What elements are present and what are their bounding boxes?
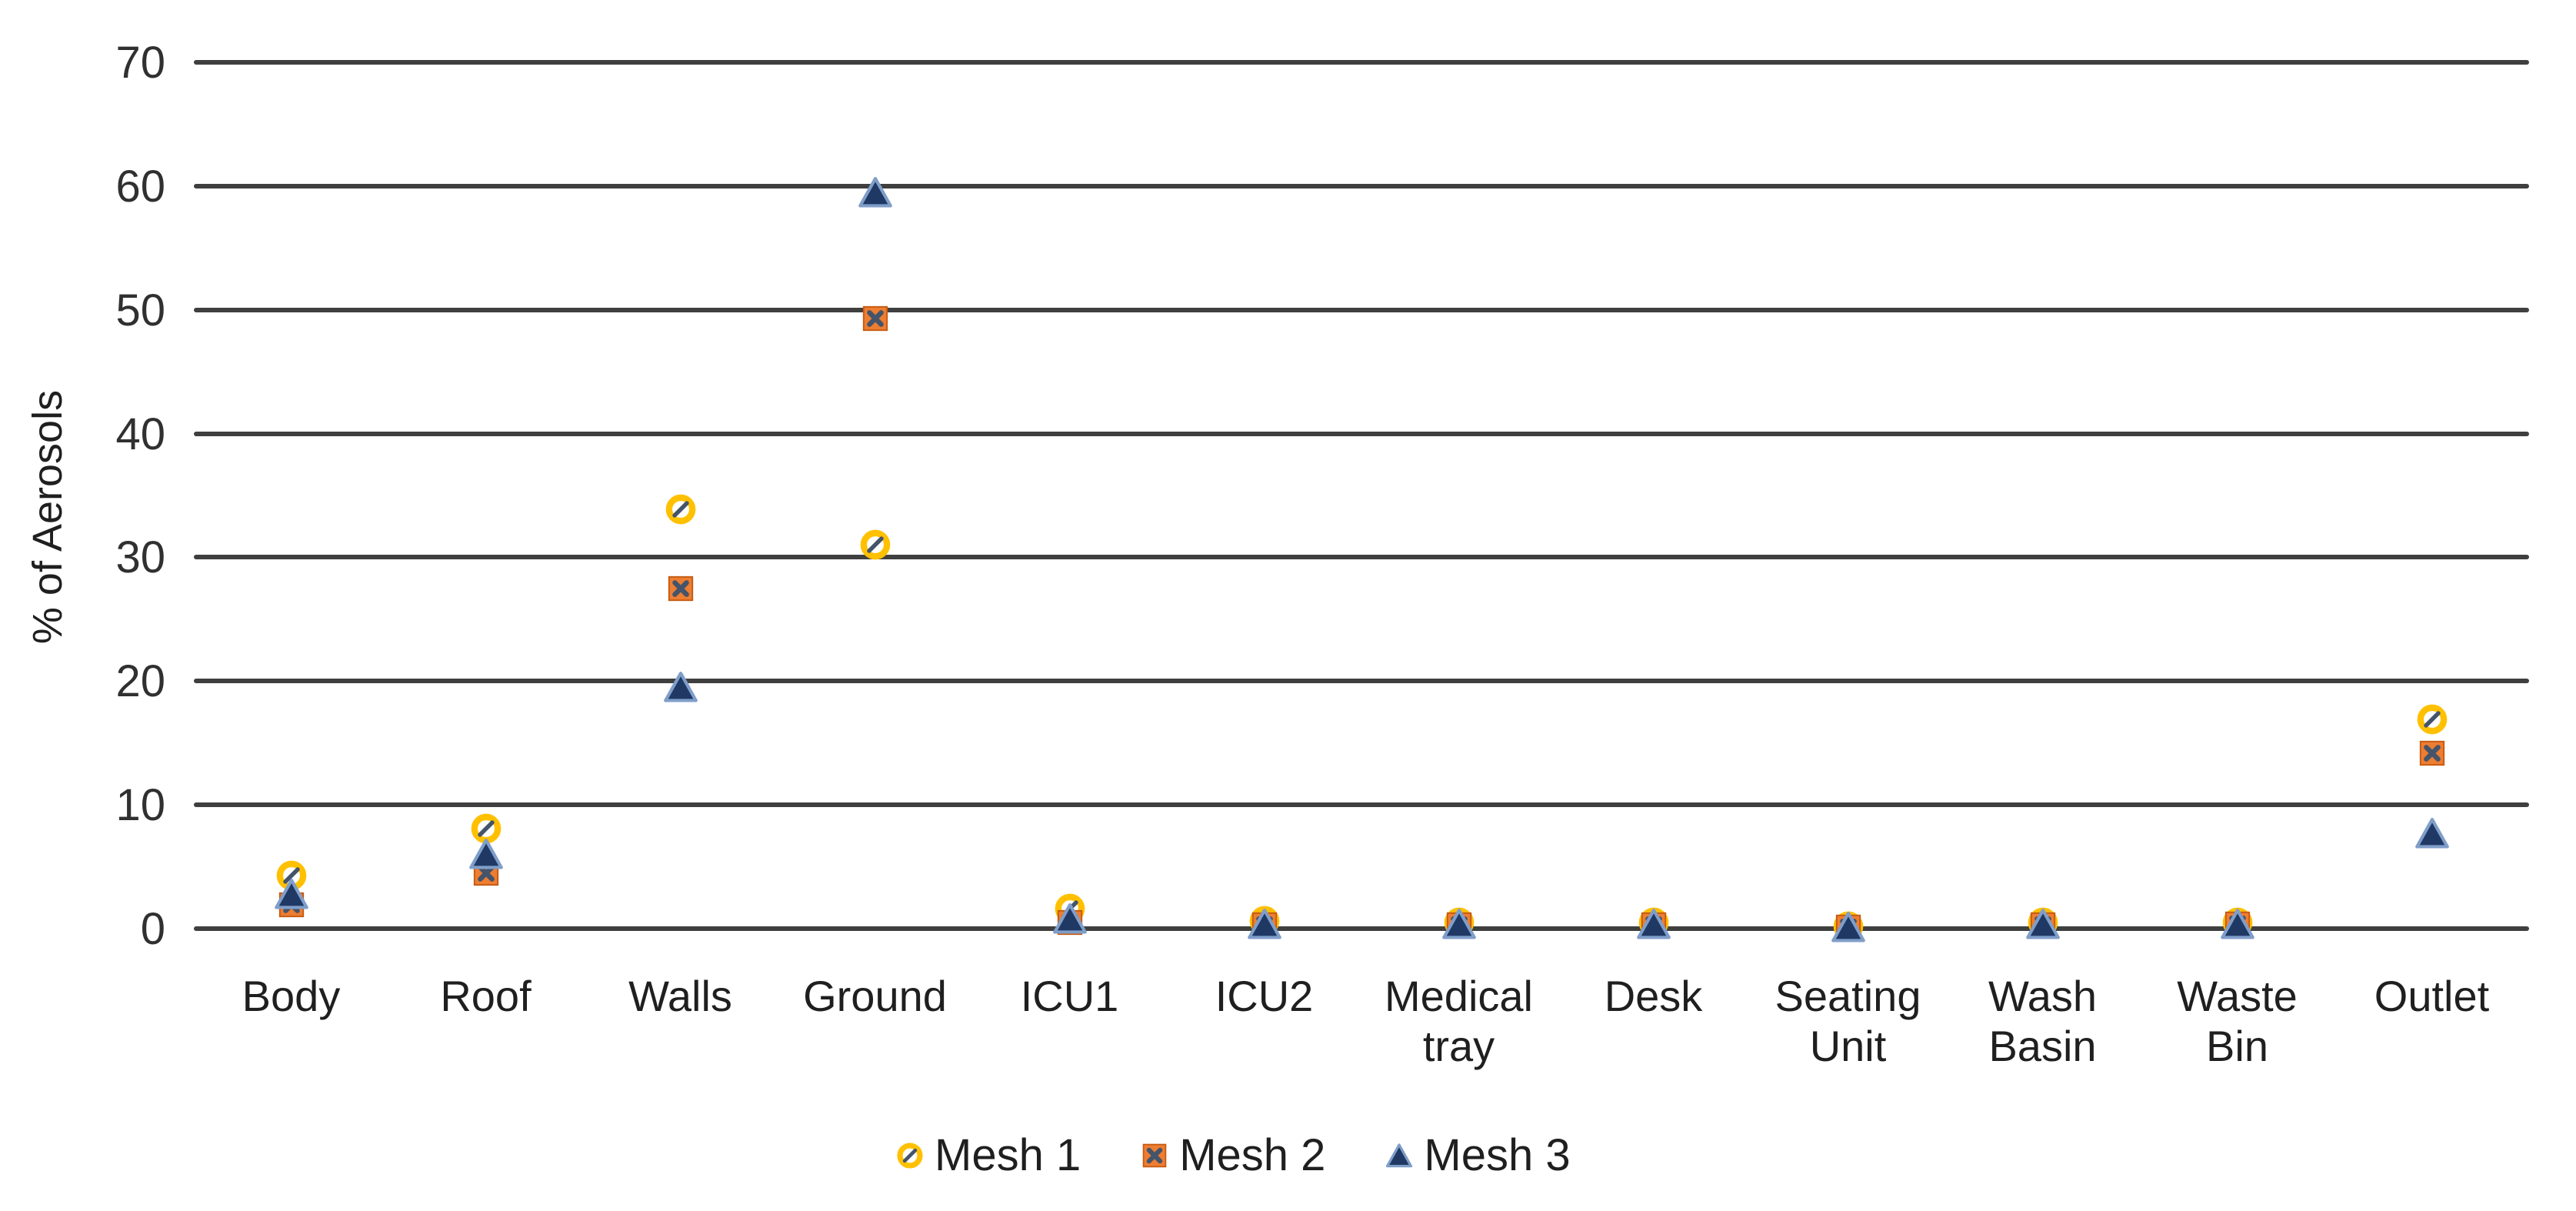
x-axis-label: Walls xyxy=(628,972,732,1020)
chart-legend: Mesh 1 Mesh 2 Mesh 3 xyxy=(896,1129,1571,1181)
legend-label: Mesh 2 xyxy=(1179,1130,1326,1180)
gridline-y-70 xyxy=(194,60,2529,65)
x-axis-label: Seating Unit xyxy=(1775,972,1921,1070)
x-axis-label: Waste Bin xyxy=(2177,972,2298,1070)
y-tick-label-0: 0 xyxy=(140,904,165,954)
data-point-mesh3-wash-basin xyxy=(2025,906,2061,942)
triangle-icon xyxy=(1385,1142,1413,1169)
x-axis-label: Body xyxy=(242,972,341,1020)
gridline-y-0 xyxy=(194,926,2529,931)
y-tick-label-10: 10 xyxy=(115,780,165,831)
data-point-mesh3-waste-bin xyxy=(2220,906,2255,942)
gridline-y-10 xyxy=(194,802,2529,808)
x-axis-label: Outlet xyxy=(2374,972,2490,1020)
y-tick-label-30: 30 xyxy=(115,532,165,583)
data-point-mesh1-ground xyxy=(859,529,891,561)
x-axis-label: Wash Basin xyxy=(1988,972,2098,1070)
data-point-mesh3-icu1 xyxy=(1052,901,1088,936)
gridline-y-50 xyxy=(194,307,2529,312)
gridline-y-60 xyxy=(194,183,2529,188)
data-point-mesh3-walls xyxy=(663,669,698,705)
legend-item-mesh2: Mesh 2 xyxy=(1141,1129,1325,1181)
legend-item-mesh3: Mesh 3 xyxy=(1385,1129,1571,1181)
data-point-mesh2-ground xyxy=(861,304,890,333)
y-tick-label-20: 20 xyxy=(115,656,165,707)
data-point-mesh2-walls xyxy=(666,574,695,603)
y-tick-label-70: 70 xyxy=(115,38,165,88)
data-point-mesh3-desk xyxy=(1636,906,1671,942)
gridline-y-30 xyxy=(194,555,2529,560)
x-axis-label: Ground xyxy=(803,972,947,1020)
data-point-mesh3-icu2 xyxy=(1247,906,1282,942)
circle-slash-icon xyxy=(896,1142,924,1169)
legend-label: Mesh 3 xyxy=(1424,1130,1571,1180)
gridline-y-20 xyxy=(194,679,2529,684)
legend-label: Mesh 1 xyxy=(935,1130,1081,1180)
gridline-y-40 xyxy=(194,431,2529,436)
square-x-icon xyxy=(1141,1142,1168,1169)
data-point-mesh3-seating-unit xyxy=(1831,909,1866,945)
data-point-mesh3-body xyxy=(274,876,309,912)
y-tick-label-50: 50 xyxy=(115,285,165,335)
x-axis-label: Desk xyxy=(1604,972,1703,1020)
data-point-mesh3-medical-tray xyxy=(1441,906,1477,942)
x-axis-label: ICU2 xyxy=(1215,972,1314,1020)
legend-item-mesh1: Mesh 1 xyxy=(896,1129,1081,1181)
data-point-mesh3-roof xyxy=(468,836,504,872)
data-point-mesh1-walls xyxy=(665,493,697,525)
y-tick-label-40: 40 xyxy=(115,409,165,459)
x-axis-label: Roof xyxy=(440,972,532,1020)
y-tick-label-60: 60 xyxy=(115,161,165,212)
data-point-mesh3-outlet xyxy=(2414,816,2450,851)
x-axis-label: ICU1 xyxy=(1020,972,1119,1020)
data-point-mesh1-outlet xyxy=(2416,703,2448,736)
data-point-mesh2-outlet xyxy=(2418,739,2447,768)
x-axis-label: Medical tray xyxy=(1385,972,1533,1070)
data-point-mesh3-ground xyxy=(858,175,893,210)
